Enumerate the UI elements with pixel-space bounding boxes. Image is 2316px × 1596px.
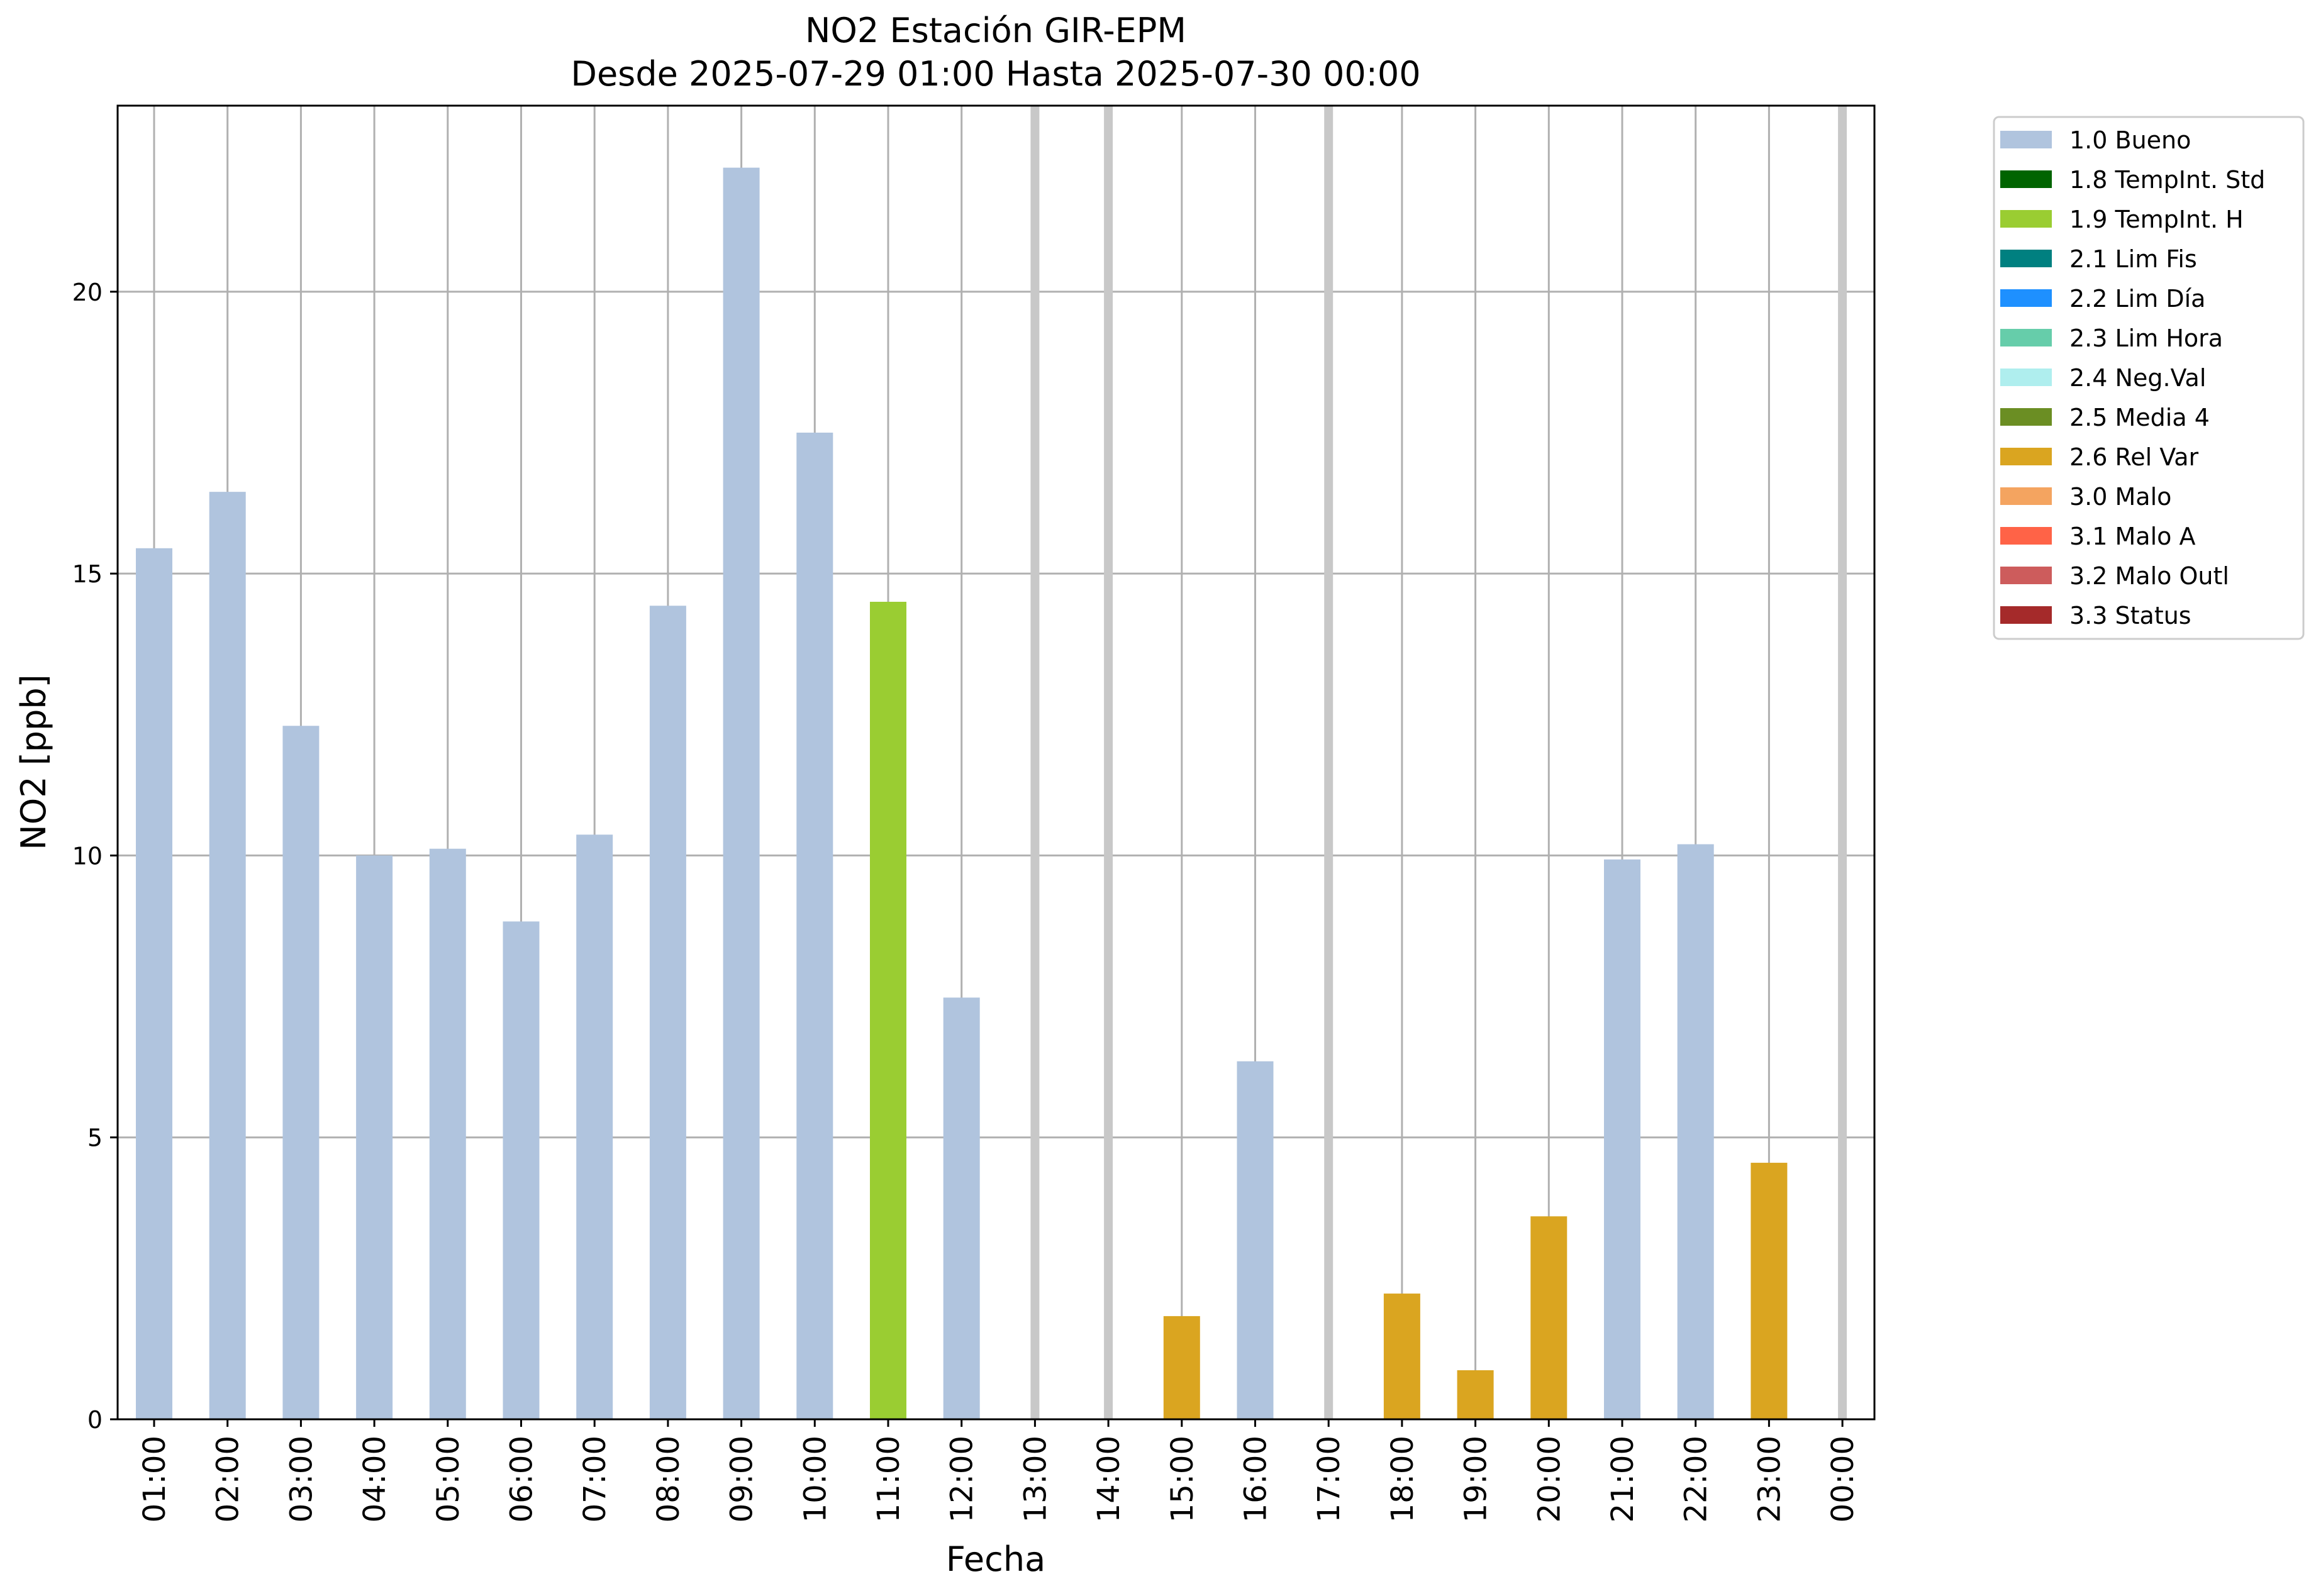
x-tick-label: 03:00 <box>284 1436 319 1522</box>
legend-swatch <box>2000 289 2052 307</box>
bar <box>943 997 980 1419</box>
x-tick-label: 06:00 <box>504 1436 540 1522</box>
legend-frame <box>1993 116 2305 640</box>
bar <box>1604 859 1640 1419</box>
legend-label: 1.0 Bueno <box>2069 126 2191 154</box>
bar <box>870 601 906 1419</box>
chart-subtitle: Desde 2025-07-29 01:00 Hasta 2025-07-30 … <box>571 54 1420 94</box>
x-tick-label: 10:00 <box>798 1436 833 1522</box>
x-tick-label: 02:00 <box>211 1436 246 1522</box>
missing-data-marker <box>1324 106 1333 1419</box>
legend-label: 2.3 Lim Hora <box>2069 324 2223 352</box>
legend-swatch <box>2000 170 2052 188</box>
x-tick-label: 01:00 <box>137 1436 172 1522</box>
y-tick-label: 15 <box>72 560 103 588</box>
missing-data-marker <box>1030 106 1040 1419</box>
x-tick-label: 16:00 <box>1239 1436 1274 1522</box>
legend-swatch <box>2000 606 2052 624</box>
legend-label: 2.5 Media 4 <box>2069 404 2210 431</box>
y-tick-label: 5 <box>87 1124 103 1152</box>
x-tick-label: 00:00 <box>1825 1436 1861 1522</box>
missing-data-marker <box>1104 106 1113 1419</box>
legend-label: 3.0 Malo <box>2069 483 2171 511</box>
bar <box>1237 1061 1274 1419</box>
x-tick-label: 23:00 <box>1752 1436 1787 1522</box>
x-tick-label: 18:00 <box>1385 1436 1420 1522</box>
bar <box>1383 1294 1420 1419</box>
bar <box>503 921 540 1419</box>
x-tick-label: 19:00 <box>1459 1436 1494 1522</box>
legend-swatch <box>2000 131 2052 148</box>
bar <box>282 726 320 1419</box>
x-tick-label: 14:00 <box>1091 1436 1127 1522</box>
legend-label: 3.2 Malo Outl <box>2069 562 2229 590</box>
bar <box>136 548 172 1420</box>
legend-swatch <box>2000 408 2052 426</box>
x-axis-label: Fecha <box>946 1539 1045 1579</box>
legend-label: 2.2 Lim Día <box>2069 285 2205 313</box>
x-tick-label: 17:00 <box>1311 1436 1347 1522</box>
legend-swatch <box>2000 487 2052 505</box>
legend: 1.0 Bueno 1.8 TempInt. Std 1.9 TempInt. H 2… <box>1993 116 2305 640</box>
bar <box>429 848 466 1419</box>
missing-data-marker <box>1838 106 1847 1419</box>
bar <box>356 855 393 1419</box>
bar <box>1530 1216 1567 1419</box>
legend-swatch <box>2000 448 2052 465</box>
x-tick-label: 11:00 <box>871 1436 906 1522</box>
x-tick-label: 21:00 <box>1605 1436 1640 1522</box>
bar <box>209 492 246 1419</box>
legend-label: 2.4 Neg.Val <box>2069 364 2206 392</box>
bar <box>1163 1316 1200 1419</box>
x-axis-ticks: 01:00 02:00 03:00 04:00 05:00 06:00 07:00 08:00… <box>137 1419 1861 1522</box>
legend-label: 3.1 Malo A <box>2069 523 2195 550</box>
legend-label: 1.9 TempInt. H <box>2069 206 2244 233</box>
bar <box>1677 844 1714 1419</box>
legend-swatch <box>2000 527 2052 545</box>
x-tick-label: 12:00 <box>945 1436 980 1522</box>
x-tick-label: 09:00 <box>725 1436 760 1522</box>
plot-frame <box>116 104 1876 1421</box>
bars <box>136 167 1788 1420</box>
y-tick-label: 10 <box>72 842 103 870</box>
legend-label: 3.3 Status <box>2069 602 2191 629</box>
legend-label: 1.8 TempInt. Std <box>2069 166 2265 194</box>
x-tick-label: 13:00 <box>1018 1436 1053 1522</box>
x-tick-label: 22:00 <box>1679 1436 1714 1522</box>
x-tick-label: 20:00 <box>1532 1436 1567 1522</box>
x-tick-label: 15:00 <box>1165 1436 1200 1522</box>
legend-swatch <box>2000 567 2052 584</box>
legend-swatch <box>2000 329 2052 346</box>
legend-swatch <box>2000 369 2052 386</box>
x-tick-label: 04:00 <box>357 1436 392 1522</box>
chart-title: NO2 Estación GIR-EPM <box>805 11 1186 50</box>
legend-swatch <box>2000 210 2052 228</box>
legend-label: 2.1 Lim Fis <box>2069 245 2197 273</box>
bar <box>723 167 760 1419</box>
y-axis-label: NO2 [ppb] <box>14 674 53 850</box>
bar <box>576 834 613 1419</box>
y-tick-label: 20 <box>72 279 103 306</box>
x-tick-label: 08:00 <box>651 1436 686 1522</box>
bar <box>1751 1163 1788 1419</box>
y-axis-ticks: 0 5 10 15 20 <box>72 279 118 1434</box>
bar <box>1457 1370 1494 1419</box>
legend-swatch <box>2000 250 2052 267</box>
y-tick-label: 0 <box>87 1406 103 1434</box>
bar <box>649 606 686 1419</box>
missing-data-markers <box>1030 106 1847 1419</box>
x-tick-label: 07:00 <box>577 1436 613 1522</box>
bar <box>796 433 833 1420</box>
legend-label: 2.6 Rel Var <box>2069 443 2199 471</box>
x-tick-label: 05:00 <box>431 1436 466 1522</box>
